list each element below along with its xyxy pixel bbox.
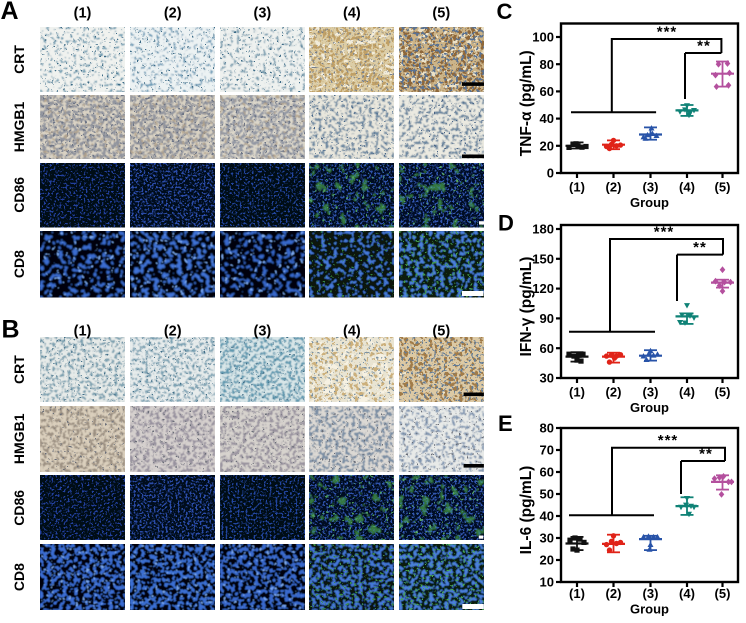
svg-text:(4): (4) xyxy=(343,5,361,21)
svg-text:***: *** xyxy=(657,24,678,41)
svg-text:A: A xyxy=(1,0,19,25)
svg-text:(3): (3) xyxy=(643,586,659,601)
svg-text:(4): (4) xyxy=(679,385,695,400)
svg-text:(5): (5) xyxy=(432,5,450,21)
svg-text:***: *** xyxy=(658,432,679,449)
svg-text:(3): (3) xyxy=(254,324,272,340)
svg-text:(4): (4) xyxy=(343,324,361,340)
svg-text:0: 0 xyxy=(547,166,554,181)
svg-text:***: *** xyxy=(654,224,675,241)
svg-text:120: 120 xyxy=(532,281,554,296)
svg-text:30: 30 xyxy=(540,371,554,386)
svg-text:(4): (4) xyxy=(679,586,695,601)
svg-text:70: 70 xyxy=(540,443,554,458)
svg-text:Group: Group xyxy=(630,195,669,210)
svg-text:(1): (1) xyxy=(569,180,585,195)
svg-text:Group: Group xyxy=(630,602,669,617)
svg-text:40: 40 xyxy=(540,111,554,126)
svg-text:(5): (5) xyxy=(715,180,731,195)
svg-text:**: ** xyxy=(693,239,707,256)
svg-text:(2): (2) xyxy=(606,385,622,400)
svg-text:60: 60 xyxy=(540,341,554,356)
svg-text:CD86: CD86 xyxy=(11,177,27,213)
svg-text:(3): (3) xyxy=(254,5,272,21)
svg-text:HMGB1: HMGB1 xyxy=(11,102,27,153)
svg-text:20: 20 xyxy=(540,138,554,153)
svg-text:E: E xyxy=(498,411,513,436)
svg-text:Group: Group xyxy=(630,400,669,415)
svg-text:60: 60 xyxy=(540,84,554,99)
svg-text:(5): (5) xyxy=(432,324,450,340)
svg-text:(1): (1) xyxy=(74,5,92,21)
svg-text:B: B xyxy=(2,316,20,344)
svg-text:CD8: CD8 xyxy=(11,250,27,278)
svg-text:180: 180 xyxy=(532,222,554,237)
svg-text:100: 100 xyxy=(532,30,554,45)
svg-text:C: C xyxy=(497,0,513,24)
svg-text:(5): (5) xyxy=(715,586,731,601)
svg-text:10: 10 xyxy=(540,575,554,590)
svg-text:(1): (1) xyxy=(569,586,585,601)
svg-text:D: D xyxy=(498,211,514,236)
svg-text:(1): (1) xyxy=(74,324,92,340)
svg-text:IFN-γ (pg/mL): IFN-γ (pg/mL) xyxy=(518,257,535,357)
svg-text:(2): (2) xyxy=(606,180,622,195)
svg-text:50: 50 xyxy=(540,487,554,502)
svg-text:**: ** xyxy=(699,446,713,463)
svg-text:(1): (1) xyxy=(569,385,585,400)
svg-text:(3): (3) xyxy=(643,180,659,195)
svg-text:IL-6 (pg/mL): IL-6 (pg/mL) xyxy=(518,466,535,555)
svg-text:(3): (3) xyxy=(643,385,659,400)
svg-text:60: 60 xyxy=(540,465,554,480)
svg-text:80: 80 xyxy=(540,57,554,72)
svg-text:CRT: CRT xyxy=(11,45,27,74)
svg-text:**: ** xyxy=(697,38,711,55)
svg-text:CRT: CRT xyxy=(11,355,27,384)
svg-text:(2): (2) xyxy=(606,586,622,601)
svg-text:(4): (4) xyxy=(679,180,695,195)
svg-text:CD8: CD8 xyxy=(11,563,27,591)
svg-text:(5): (5) xyxy=(715,385,731,400)
svg-text:TNF-α (pg/mL): TNF-α (pg/mL) xyxy=(518,50,535,156)
svg-text:HMGB1: HMGB1 xyxy=(11,413,27,464)
svg-text:CD86: CD86 xyxy=(11,490,27,526)
svg-text:40: 40 xyxy=(540,509,554,524)
svg-text:30: 30 xyxy=(540,531,554,546)
svg-text:20: 20 xyxy=(540,553,554,568)
svg-text:90: 90 xyxy=(540,311,554,326)
svg-text:(2): (2) xyxy=(164,324,182,340)
svg-text:(2): (2) xyxy=(164,5,182,21)
svg-text:80: 80 xyxy=(540,421,554,436)
svg-text:150: 150 xyxy=(532,251,554,266)
